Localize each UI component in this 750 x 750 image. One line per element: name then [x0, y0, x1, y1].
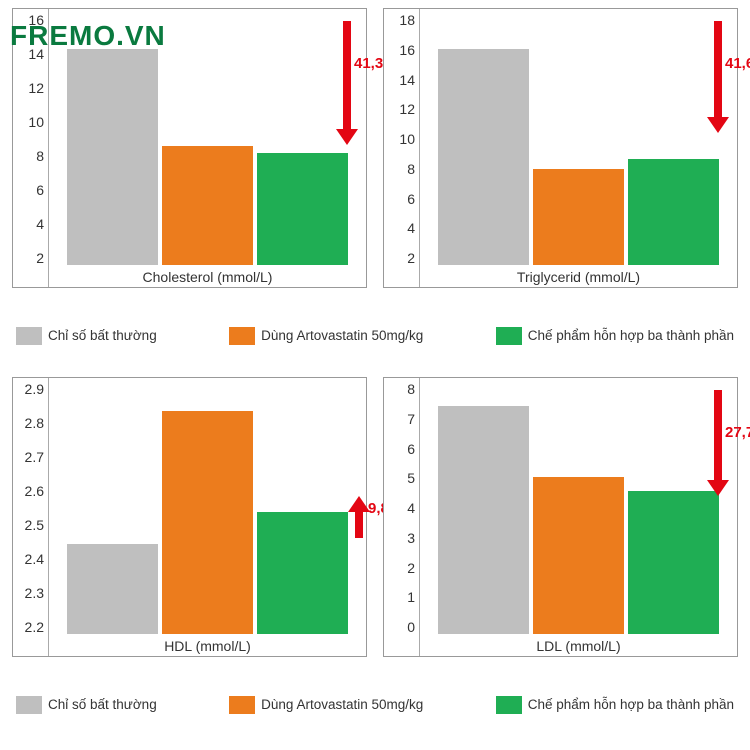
legend-label: Chỉ số bất thường: [48, 328, 157, 343]
legend-bottom: Chỉ số bất thường Dùng Artovastatin 50mg/…: [12, 685, 738, 719]
y-tick: 6: [407, 192, 415, 206]
bar: [67, 49, 158, 265]
y-tick: 2.8: [25, 416, 44, 430]
legend-item: Chế phẩm hỗn hợp ba thành phần: [496, 327, 734, 345]
x-axis-label: Triglycerid (mmol/L): [420, 269, 737, 285]
arrow-head: [707, 480, 729, 496]
y-tick: 2.9: [25, 382, 44, 396]
y-tick: 2.2: [25, 620, 44, 634]
y-tick: 10: [28, 115, 44, 129]
chart-hdl: 2.92.82.72.62.52.42.32.2HDL (mmol/L)9,87…: [12, 377, 367, 657]
plot-area: Triglycerid (mmol/L) 41,63%: [420, 9, 737, 287]
y-tick: 14: [399, 73, 415, 87]
legend-swatch: [229, 327, 255, 345]
legend-swatch: [229, 696, 255, 714]
chart-triglycerid: 18 16 14 12 10 8 6 4 2 Triglycerid (mmol/L) 41,63%: [383, 8, 738, 288]
bar: [67, 544, 158, 634]
arrow-down-icon: 27,77%: [707, 390, 729, 496]
y-tick: 8: [407, 162, 415, 176]
legend-item: Chỉ số bất thường: [16, 696, 157, 714]
y-tick: 1: [407, 590, 415, 604]
legend-top: Chỉ số bất thường Dùng Artovastatin 50mg/…: [12, 316, 738, 350]
legend-label: Chỉ số bất thường: [48, 697, 157, 712]
y-tick: 6: [407, 442, 415, 456]
bar: [628, 159, 719, 265]
arrow-shaft: [714, 390, 722, 480]
y-tick: 4: [36, 217, 44, 231]
legend-item: Dùng Artovastatin 50mg/kg: [229, 327, 423, 345]
annotation-label: 27,77%: [725, 424, 750, 441]
x-axis-label: HDL (mmol/L): [49, 638, 366, 654]
y-tick: 4: [407, 501, 415, 515]
y-tick: 2.5: [25, 518, 44, 532]
bar: [162, 411, 253, 634]
arrow-shaft: [343, 21, 351, 129]
y-tick: 3: [407, 531, 415, 545]
y-tick: 2.3: [25, 586, 44, 600]
y-tick: 10: [399, 132, 415, 146]
y-tick: 2.4: [25, 552, 44, 566]
arrow-head: [707, 117, 729, 133]
y-tick: 2.7: [25, 450, 44, 464]
arrow-down-icon: 41,37%: [336, 21, 358, 145]
bar: [628, 491, 719, 634]
y-tick: 2: [407, 561, 415, 575]
bars-container: [438, 13, 719, 265]
legend-swatch: [496, 327, 522, 345]
bar: [438, 406, 529, 634]
legend-swatch: [16, 696, 42, 714]
x-axis-label: LDL (mmol/L): [420, 638, 737, 654]
legend-item: Dùng Artovastatin 50mg/kg: [229, 696, 423, 714]
bar: [257, 512, 348, 634]
bar: [162, 146, 253, 265]
y-tick: 5: [407, 471, 415, 485]
y-axis: 2.9 2.8 2.7 2.6 2.5 2.4 2.3 2.2: [13, 378, 49, 656]
bars-container: [67, 382, 348, 634]
y-tick: 2: [36, 251, 44, 265]
y-tick: 2: [407, 251, 415, 265]
bar: [257, 153, 348, 265]
y-tick: 0: [407, 620, 415, 634]
arrow-shaft: [355, 512, 363, 538]
bar: [533, 169, 624, 265]
y-tick: 12: [399, 102, 415, 116]
legend-item: Chỉ số bất thường: [16, 327, 157, 345]
y-tick: 2.6: [25, 484, 44, 498]
legend-swatch: [496, 696, 522, 714]
annotation-label: 41,63%: [725, 55, 750, 72]
y-tick: 18: [399, 13, 415, 27]
bar: [438, 49, 529, 265]
y-axis: 8 7 6 5 4 3 2 1 0: [384, 378, 420, 656]
chart-grid: 161412108642Cholesterol (mmol/L)41,37% 1…: [12, 8, 738, 742]
arrow-down-icon: 41,63%: [707, 21, 729, 133]
legend-label: Chế phẩm hỗn hợp ba thành phần: [528, 328, 734, 343]
legend-item: Chế phẩm hỗn hợp ba thành phần: [496, 696, 734, 714]
legend-label: Dùng Artovastatin 50mg/kg: [261, 328, 423, 343]
bar: [533, 477, 624, 635]
y-tick: 4: [407, 221, 415, 235]
bars-container: [438, 382, 719, 634]
arrow-head: [348, 496, 370, 512]
y-tick: 6: [36, 183, 44, 197]
y-tick: 8: [407, 382, 415, 396]
y-tick: 8: [36, 149, 44, 163]
arrow-up-icon: 9,87%: [348, 496, 370, 538]
plot-area: LDL (mmol/L) 27,77%: [420, 378, 737, 656]
x-axis-label: Cholesterol (mmol/L): [49, 269, 366, 285]
chart-ldl: 8 7 6 5 4 3 2 1 0 LDL (mmol/L) 27,77%: [383, 377, 738, 657]
y-tick: 12: [28, 81, 44, 95]
y-tick: 7: [407, 412, 415, 426]
legend-label: Dùng Artovastatin 50mg/kg: [261, 697, 423, 712]
watermark-text: FREMO.VN: [10, 20, 166, 52]
y-tick: 16: [399, 43, 415, 57]
legend-swatch: [16, 327, 42, 345]
arrow-shaft: [714, 21, 722, 117]
legend-label: Chế phẩm hỗn hợp ba thành phần: [528, 697, 734, 712]
plot-area: HDL (mmol/L)9,87%: [49, 378, 366, 656]
arrow-head: [336, 129, 358, 145]
y-axis: 18 16 14 12 10 8 6 4 2: [384, 9, 420, 287]
